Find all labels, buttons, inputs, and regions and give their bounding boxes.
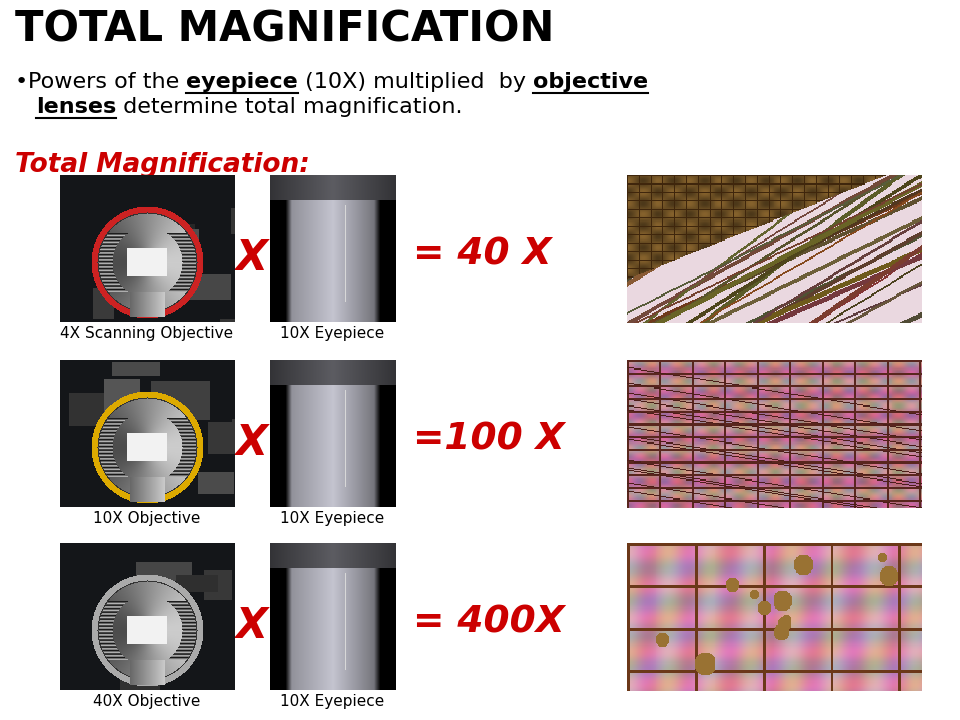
Text: eyepiece: eyepiece: [186, 72, 299, 92]
Text: = 400X: = 400X: [413, 605, 564, 641]
Text: X: X: [235, 605, 267, 647]
Text: = 40 X: = 40 X: [413, 237, 551, 273]
Text: TOTAL MAGNIFICATION: TOTAL MAGNIFICATION: [15, 8, 554, 50]
Text: =100 X: =100 X: [413, 422, 564, 458]
Text: 40X Objective: 40X Objective: [93, 694, 201, 709]
Text: 10X Eyepiece: 10X Eyepiece: [280, 326, 384, 341]
Text: Total Magnification:: Total Magnification:: [15, 152, 310, 178]
Text: 10X Eyepiece: 10X Eyepiece: [280, 511, 384, 526]
Text: 10X Objective: 10X Objective: [93, 511, 201, 526]
Text: (10X) multiplied  by: (10X) multiplied by: [299, 72, 533, 92]
Text: objective: objective: [533, 72, 648, 92]
Text: lenses: lenses: [36, 96, 116, 117]
Text: determine total magnification.: determine total magnification.: [116, 96, 463, 117]
Text: X: X: [235, 237, 267, 279]
Text: •: •: [15, 72, 28, 92]
Text: Powers of the: Powers of the: [28, 72, 186, 92]
Text: 10X Eyepiece: 10X Eyepiece: [280, 694, 384, 709]
Text: 4X Scanning Objective: 4X Scanning Objective: [60, 326, 233, 341]
Text: X: X: [235, 422, 267, 464]
